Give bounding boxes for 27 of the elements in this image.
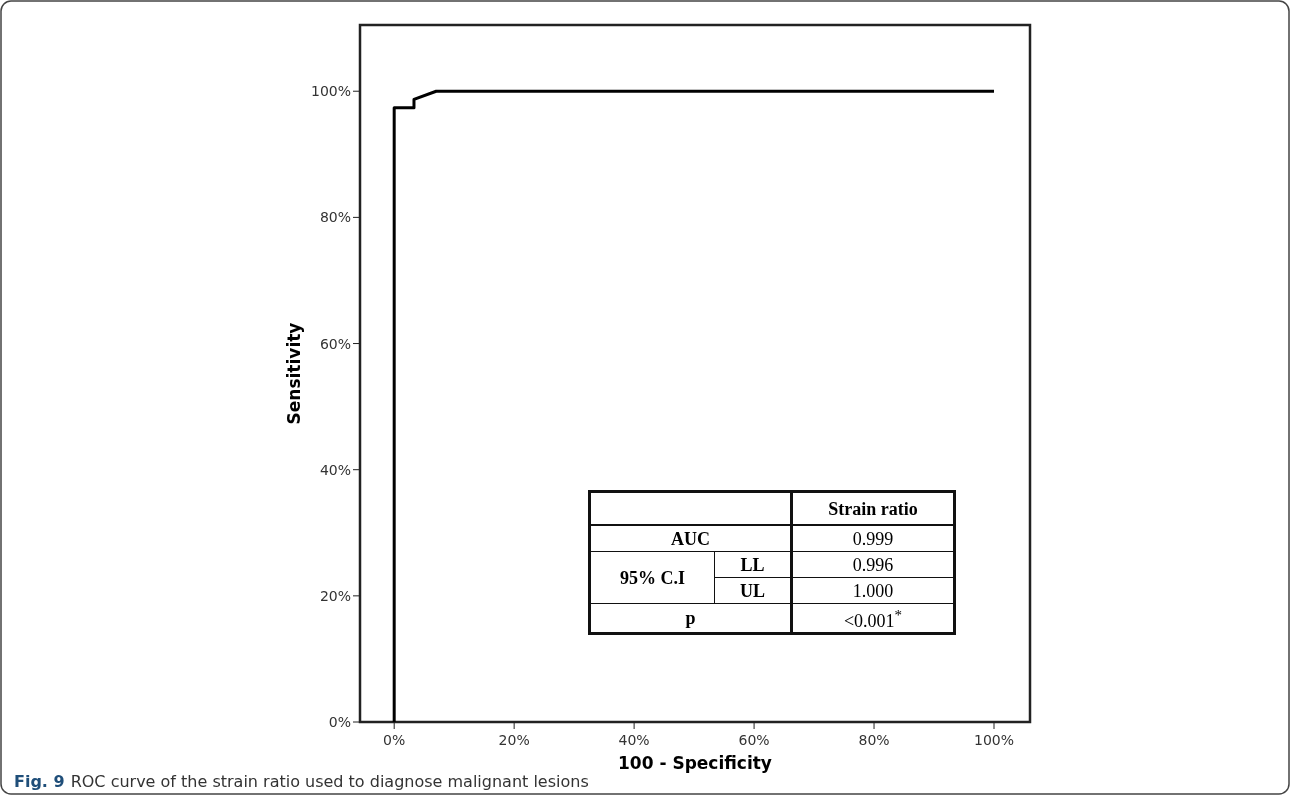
- caption: Fig. 9: [14, 772, 65, 791]
- line-series: [392, 89, 996, 724]
- y-tick-label: 80%: [319, 209, 351, 226]
- x-tick-label: 60%: [738, 732, 770, 748]
- x-tick-label: 80%: [858, 732, 890, 748]
- y-tick-label: 0%: [328, 714, 351, 730]
- annotation: Strain ratio: [791, 491, 955, 525]
- x-axis-title: 100 - Specificity: [618, 753, 772, 773]
- x-tick-label: 40%: [618, 732, 650, 748]
- x-tick-label: 20%: [498, 732, 530, 748]
- x-tick-label: 100%: [974, 732, 1015, 748]
- annotation: UL: [714, 577, 792, 604]
- annotation: 1.000: [791, 577, 955, 604]
- y-tick-label: 40%: [319, 461, 351, 478]
- annotation: AUC: [589, 525, 792, 552]
- annotation: 0.996: [791, 551, 955, 578]
- y-tick-label: 20%: [319, 587, 351, 604]
- annotation: 95% C.I: [589, 551, 715, 604]
- x-tick-label: 0%: [383, 732, 406, 748]
- annotation: p: [589, 603, 792, 634]
- y-tick-label: 100%: [310, 83, 351, 100]
- annotation: 0.999: [791, 525, 955, 552]
- y-axis-title: Sensitivity: [284, 322, 304, 425]
- annotation: <0.001$^{*}$: [791, 603, 955, 634]
- annotation: LL: [714, 551, 792, 578]
- y-tick-label: 60%: [319, 335, 351, 352]
- text: ROC curve of the strain ratio used to diagnose malignant lesions: [70, 772, 589, 791]
